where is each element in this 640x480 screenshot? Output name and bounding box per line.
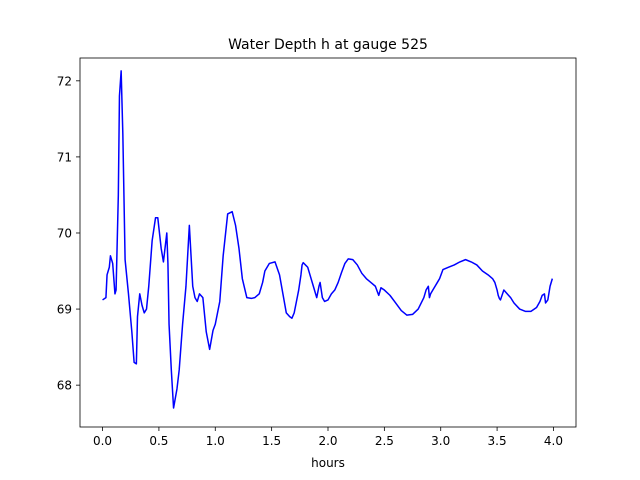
x-tick-label: 4.0 — [544, 434, 563, 448]
x-tick-label: 1.5 — [262, 434, 281, 448]
x-tick-label: 0.5 — [149, 434, 168, 448]
x-tick-label: 2.0 — [318, 434, 337, 448]
x-tick-label: 2.5 — [375, 434, 394, 448]
x-tick-label: 3.0 — [431, 434, 450, 448]
x-tick-label: 3.5 — [488, 434, 507, 448]
x-tick-label: 1.0 — [206, 434, 225, 448]
y-tick-label: 69 — [57, 303, 72, 317]
y-tick-label: 71 — [57, 150, 72, 164]
series-line-0 — [102, 70, 554, 409]
y-tick-label: 68 — [57, 379, 72, 393]
y-tick-label: 70 — [57, 226, 72, 240]
y-axis: 68 69 70 71 72 — [57, 74, 80, 393]
chart-title: Water Depth h at gauge 525 — [228, 37, 428, 53]
x-tick-label: 0.0 — [93, 434, 112, 448]
x-axis: 0.0 0.5 1.0 1.5 2.0 2.5 3.0 3.5 4.0 — [93, 427, 563, 448]
y-tick-label: 72 — [57, 74, 72, 88]
x-axis-label: hours — [311, 456, 345, 470]
